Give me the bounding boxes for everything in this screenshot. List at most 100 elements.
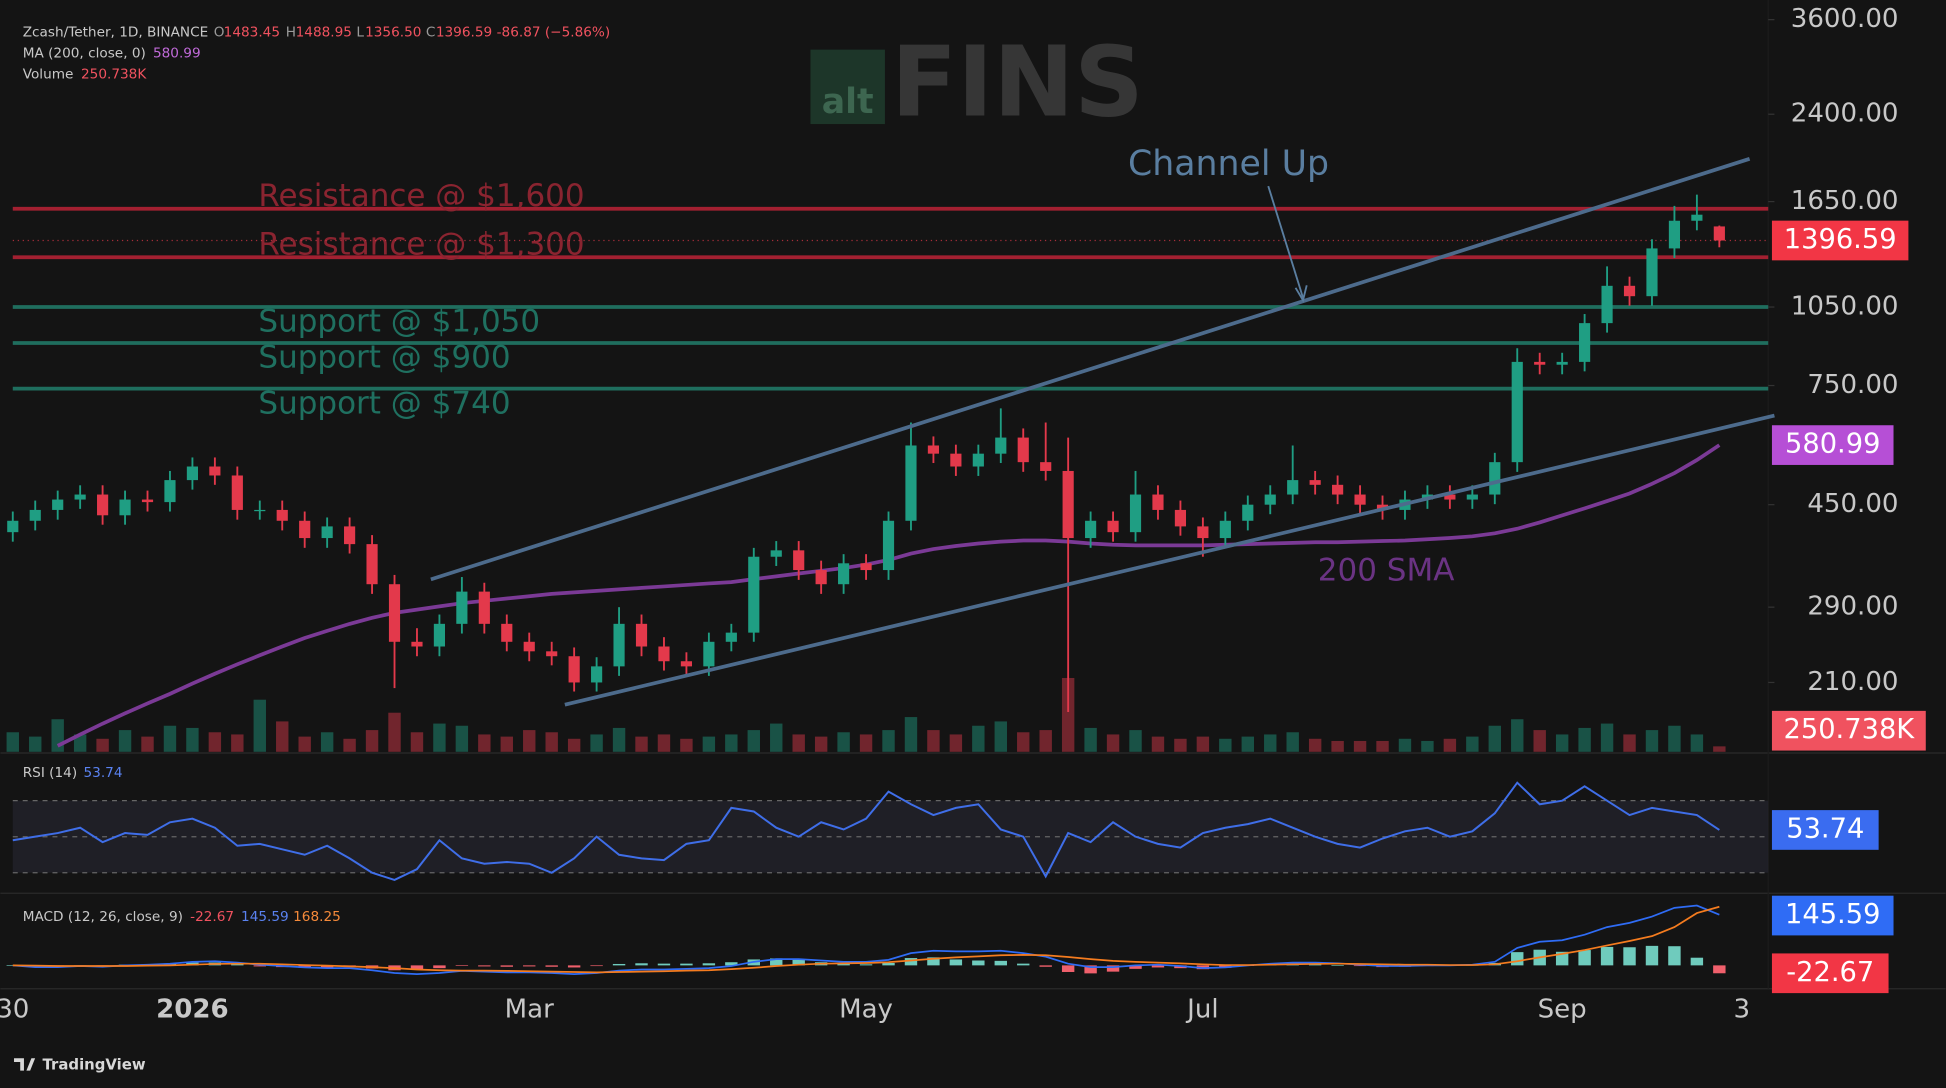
- volume-bar: [770, 723, 783, 752]
- macd-histogram-bar: [500, 965, 513, 967]
- x-tick-label: Mar: [505, 994, 554, 1024]
- tradingview-logo: [14, 1058, 36, 1071]
- y-tick-label: 210.00: [1807, 667, 1898, 697]
- candle-body: [1174, 509, 1187, 527]
- macd-histogram-bar: [231, 964, 244, 966]
- candle-body: [433, 623, 446, 647]
- volume-bar: [1241, 736, 1254, 752]
- candle-body: [1107, 520, 1119, 533]
- watermark-box: [810, 49, 885, 125]
- macd-histogram-bar: [1106, 965, 1120, 972]
- macd-histogram-bar: [320, 965, 334, 968]
- macd-histogram-bar: [1713, 965, 1726, 974]
- macd-histogram-bar: [1129, 965, 1142, 969]
- volume-bar: [1488, 725, 1501, 752]
- volume-bar: [186, 727, 199, 752]
- macd-signal-value: 168.25: [293, 909, 341, 925]
- volume-bar: [1084, 727, 1097, 752]
- macd-histogram-bar: [792, 959, 805, 966]
- volume-bar: [1353, 740, 1367, 752]
- volume-bar: [1623, 734, 1636, 752]
- volume-bar: [455, 725, 469, 752]
- candle-body: [882, 520, 895, 571]
- volume-bar: [118, 730, 132, 752]
- price-tag-label: 145.59: [1785, 899, 1880, 930]
- close-label: C: [426, 24, 436, 40]
- candle-body: [523, 641, 535, 652]
- candle-body: [7, 520, 19, 533]
- price-tag: [1771, 953, 1889, 994]
- macd-histogram-bar: [882, 962, 895, 966]
- candle-body: [164, 480, 176, 503]
- plot-area: 3600.00 2400.00 1650.00 1050.00 750.00 450.00…: [0, 4, 1898, 1024]
- candle-body: [1623, 285, 1636, 297]
- candle-body: [613, 623, 625, 667]
- volume-bar: [298, 736, 311, 752]
- volume-bar: [163, 725, 177, 752]
- macd-histogram-bar: [949, 959, 963, 966]
- macd-histogram-bar: [1017, 963, 1030, 966]
- candle-body: [770, 550, 782, 557]
- macd-histogram-bar: [253, 965, 266, 967]
- macd-histogram-bar: [770, 958, 783, 966]
- macd-histogram-bar: [702, 963, 716, 966]
- candle-body: [1085, 520, 1097, 539]
- ma-value: 580.99: [153, 45, 201, 61]
- watermark-name: FINS: [891, 26, 1144, 139]
- sma-label: 200 SMA: [1318, 552, 1455, 588]
- volume-bar: [1398, 738, 1412, 752]
- macd-histogram-bar: [410, 965, 424, 970]
- candle-body: [141, 499, 154, 503]
- candle-body: [299, 520, 311, 539]
- volume-bar: [747, 730, 760, 752]
- price-tag: [1771, 710, 1926, 751]
- y-tick-label: 1650.00: [1791, 186, 1899, 216]
- candle-body: [972, 453, 984, 467]
- volume-bar: [1129, 730, 1142, 752]
- volume-bar: [523, 730, 536, 752]
- x-tick-label: 3: [1734, 994, 1751, 1024]
- volume-bar: [792, 734, 805, 752]
- annotation-arrowhead: [1294, 285, 1308, 303]
- macd-histogram-bar: [994, 960, 1007, 966]
- candle-body: [186, 466, 199, 481]
- candle-body: [1197, 526, 1209, 539]
- volume-bar: [208, 732, 222, 752]
- macd-value: 145.59: [241, 909, 289, 925]
- watermark-prefix: alt: [822, 82, 874, 122]
- y-tick-label: 2400.00: [1791, 99, 1899, 129]
- volume-bar: [612, 727, 626, 752]
- y-tick-label: 1050.00: [1791, 292, 1899, 322]
- candle-body: [1556, 361, 1568, 365]
- macd-histogram-bar: [1668, 946, 1681, 966]
- candle-body: [1668, 220, 1681, 249]
- volume-bar: [814, 736, 828, 752]
- macd-histogram-bar: [612, 963, 626, 966]
- volume-bar: [1511, 719, 1524, 752]
- macd-histogram-bar: [478, 965, 491, 967]
- candle-body: [97, 494, 109, 516]
- candle-body: [1264, 494, 1276, 505]
- candle-body: [793, 550, 805, 571]
- x-tick-label: 30: [0, 994, 29, 1024]
- volume-bar: [1443, 738, 1457, 752]
- candle-body: [231, 475, 243, 510]
- price-tag-label: 250.738K: [1783, 714, 1915, 745]
- candle-body: [52, 499, 64, 510]
- macd-signal-line: [12, 905, 1720, 974]
- candle-body: [1062, 470, 1074, 539]
- volume-bar: [1106, 734, 1120, 752]
- candle-body: [568, 656, 580, 683]
- volume-bar: [1017, 732, 1030, 752]
- volume-bar: [29, 736, 42, 752]
- volume-bar: [1376, 740, 1389, 752]
- volume-bar: [725, 734, 738, 752]
- symbol: Zcash/Tether, 1D, BINANCE: [23, 24, 209, 40]
- volume-bar: [1308, 738, 1322, 752]
- macd-legend: MACD (12, 26, close, 9): [23, 909, 183, 925]
- macd-histogram-bar: [972, 960, 985, 966]
- candle-body: [950, 453, 962, 467]
- volume-bar: [343, 738, 356, 752]
- volume-bar: [51, 719, 64, 752]
